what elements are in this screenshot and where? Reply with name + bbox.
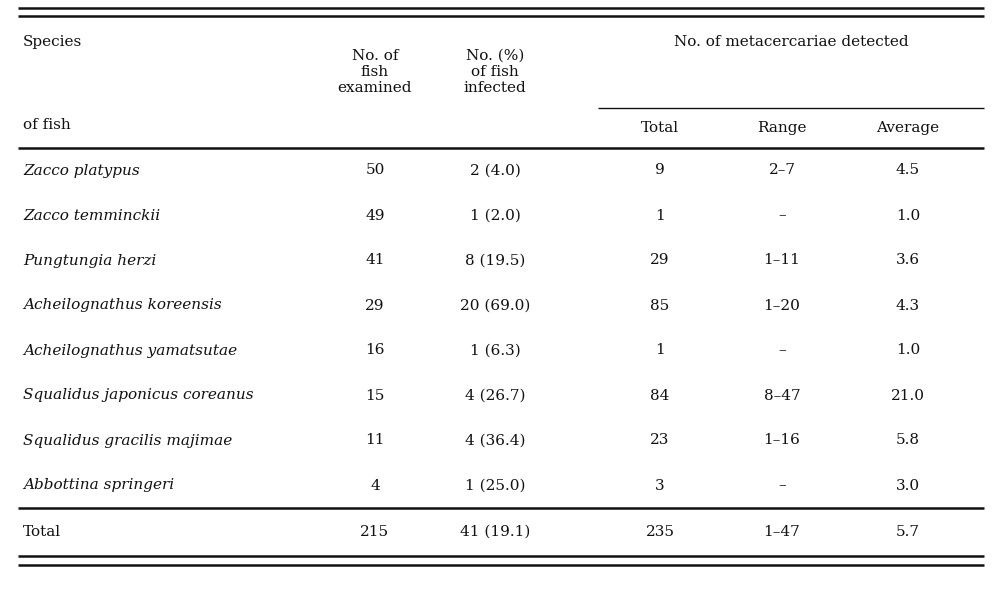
Text: 23: 23 xyxy=(650,434,669,447)
Text: 15: 15 xyxy=(366,388,385,402)
Text: 3.0: 3.0 xyxy=(896,479,920,493)
Text: 1–47: 1–47 xyxy=(764,525,801,539)
Text: Species: Species xyxy=(23,35,82,49)
Text: Total: Total xyxy=(23,525,61,539)
Text: 41: 41 xyxy=(366,253,385,268)
Text: Acheilognathus yamatsutae: Acheilognathus yamatsutae xyxy=(23,344,237,358)
Text: 49: 49 xyxy=(366,209,385,223)
Text: 215: 215 xyxy=(361,525,390,539)
Text: 1 (6.3): 1 (6.3) xyxy=(470,344,520,358)
Text: 1–16: 1–16 xyxy=(764,434,801,447)
Text: 4 (26.7): 4 (26.7) xyxy=(465,388,525,402)
Text: No. (%)
of fish
infected: No. (%) of fish infected xyxy=(464,49,526,95)
Text: 29: 29 xyxy=(650,253,669,268)
Text: 8–47: 8–47 xyxy=(764,388,801,402)
Text: 5.8: 5.8 xyxy=(896,434,920,447)
Text: 16: 16 xyxy=(366,344,385,358)
Text: Range: Range xyxy=(758,121,807,135)
Text: –: – xyxy=(779,344,786,358)
Text: 1.0: 1.0 xyxy=(896,209,920,223)
Text: 4 (36.4): 4 (36.4) xyxy=(465,434,525,447)
Text: 85: 85 xyxy=(650,298,669,312)
Text: 235: 235 xyxy=(645,525,674,539)
Text: 29: 29 xyxy=(366,298,385,312)
Text: 9: 9 xyxy=(655,163,665,177)
Text: –: – xyxy=(779,209,786,223)
Text: 1: 1 xyxy=(655,344,665,358)
Text: 1–11: 1–11 xyxy=(764,253,801,268)
Text: 4.5: 4.5 xyxy=(896,163,920,177)
Text: 50: 50 xyxy=(366,163,385,177)
Text: 11: 11 xyxy=(366,434,385,447)
Text: 1: 1 xyxy=(655,209,665,223)
Text: of fish: of fish xyxy=(23,118,71,132)
Text: Squalidus japonicus coreanus: Squalidus japonicus coreanus xyxy=(23,388,254,402)
Text: 84: 84 xyxy=(650,388,669,402)
Text: Squalidus gracilis majimae: Squalidus gracilis majimae xyxy=(23,434,232,447)
Text: 21.0: 21.0 xyxy=(891,388,925,402)
Text: 1–20: 1–20 xyxy=(764,298,801,312)
Text: 3.6: 3.6 xyxy=(896,253,920,268)
Text: Pungtungia herzi: Pungtungia herzi xyxy=(23,253,156,268)
Text: Acheilognathus koreensis: Acheilognathus koreensis xyxy=(23,298,221,312)
Text: Average: Average xyxy=(877,121,940,135)
Text: Zacco temminckii: Zacco temminckii xyxy=(23,209,160,223)
Text: 3: 3 xyxy=(655,479,664,493)
Text: 4: 4 xyxy=(370,479,380,493)
Text: 4.3: 4.3 xyxy=(896,298,920,312)
Text: 8 (19.5): 8 (19.5) xyxy=(465,253,525,268)
Text: 5.7: 5.7 xyxy=(896,525,920,539)
Text: –: – xyxy=(779,479,786,493)
Text: 2 (4.0): 2 (4.0) xyxy=(470,163,520,177)
Text: Total: Total xyxy=(641,121,679,135)
Text: Abbottina springeri: Abbottina springeri xyxy=(23,479,174,493)
Text: 1 (2.0): 1 (2.0) xyxy=(470,209,520,223)
Text: 2–7: 2–7 xyxy=(769,163,796,177)
Text: 41 (19.1): 41 (19.1) xyxy=(460,525,530,539)
Text: No. of metacercariae detected: No. of metacercariae detected xyxy=(673,35,908,49)
Text: 1 (25.0): 1 (25.0) xyxy=(465,479,525,493)
Text: Zacco platypus: Zacco platypus xyxy=(23,163,139,177)
Text: No. of
fish
examined: No. of fish examined xyxy=(338,49,412,95)
Text: 1.0: 1.0 xyxy=(896,344,920,358)
Text: 20 (69.0): 20 (69.0) xyxy=(460,298,530,312)
